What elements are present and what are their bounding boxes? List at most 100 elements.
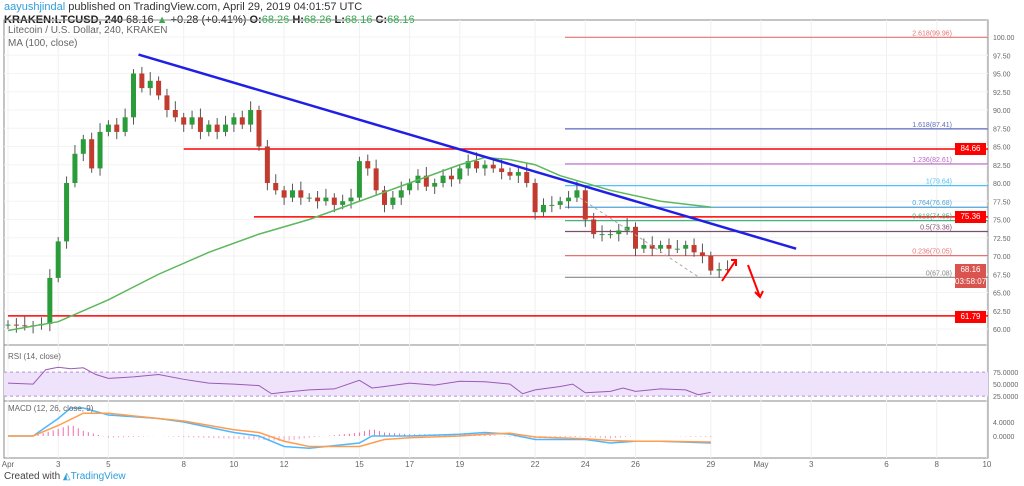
ma-legend[interactable]: MA (100, close) [8,38,78,49]
candle-body [482,164,488,169]
price-tick-label: 97.50 [993,53,1011,60]
price-tick-label: 67.50 [993,272,1011,279]
price-tick-label: 100.00 [993,35,1015,42]
x-tick-label: 15 [355,460,364,469]
x-tick-label: 3 [809,460,814,469]
x-tick-label: 10 [229,460,238,469]
rsi-band [4,372,988,397]
candle-body [649,245,655,249]
candle-body [373,168,379,191]
candle-body [223,124,229,132]
candle-body [549,204,555,206]
candle-body [72,153,78,183]
candle-body [131,73,136,118]
candle-body [691,245,697,253]
x-tick-label: 12 [280,460,289,469]
price-tick-label: 62.50 [993,309,1011,316]
candle-body [331,197,337,205]
price-tick-label: 60.00 [993,327,1011,334]
candle-body [465,161,471,169]
candle-body [13,324,19,326]
x-tick-label: 29 [706,460,715,469]
candle-body [624,226,630,231]
rsi-tick-label: 50.0000 [993,382,1018,389]
candle-body [289,190,295,198]
candle-body [323,197,329,202]
tradingview-link[interactable]: TradingView [70,471,126,482]
macd-tick-label: 4.0000 [993,420,1015,427]
x-tick-label: 10 [982,460,991,469]
x-tick-label: 8 [181,460,186,469]
candle-body [172,110,178,118]
candle-body [557,201,563,205]
candle-body [80,139,86,154]
candle-body [365,161,371,169]
candle-body [616,230,622,235]
author-link[interactable]: aayushjindal [4,1,66,13]
candle-body [356,161,362,198]
candle-body [181,117,187,125]
candle-body [683,245,689,249]
candle-body [197,117,203,132]
created-with: Created with [4,471,61,482]
macd-legend[interactable]: MACD (12, 26, close, 9) [8,404,94,413]
price-tick-label: 75.00 [993,218,1011,225]
x-tick-label: 22 [531,460,540,469]
ma100-line [7,156,711,332]
candle-body [55,241,61,278]
candle-body [674,248,680,250]
candle-body [716,269,722,271]
candle-body [348,197,354,202]
fib-label: 0.5(73.36) [920,224,952,231]
x-tick-label: 26 [631,460,640,469]
price-tick-label: 85.00 [993,145,1011,152]
candle-body [256,110,262,147]
candle-body [206,124,212,132]
candle-body [474,161,480,169]
up-arrow-annotation [721,259,737,282]
candle-body [599,234,605,236]
candle-body [540,204,546,213]
candle-body [407,183,413,191]
fib-label: 0.764(76.68) [912,200,952,207]
candle-body [457,168,463,180]
candle-body [591,219,597,235]
x-tick-label: May [753,460,768,469]
support-tag: 61.79 [955,311,986,323]
tradingview-logo-icon: ◭ [62,471,71,482]
candle-body [448,175,454,180]
fib-label: 0(67.08) [926,270,952,277]
candle-body [47,277,53,324]
fib-label: 2.618(99.96) [912,30,952,37]
candle-body [281,190,287,198]
countdown-tag: 03:58:07 [955,276,987,288]
price-tick-label: 77.50 [993,199,1011,206]
candle-body [490,164,496,169]
price-tick-label: 82.50 [993,163,1011,170]
candle-body [515,172,521,176]
candle-body [264,146,270,183]
footer: Created with ◭TradingView [4,471,126,482]
macd-tick-label: 0.0000 [993,434,1015,441]
candle-body [641,245,647,249]
x-tick-label: 19 [455,460,464,469]
candle-body [315,197,321,202]
rsi-legend[interactable]: RSI (14, close) [8,352,61,361]
candle-body [633,226,638,249]
candle-body [382,190,387,205]
signal-line [8,412,711,448]
candle-body [582,190,588,220]
candle-body [139,73,145,89]
candle-body [574,190,580,198]
price-tick-label: 70.00 [993,254,1011,261]
chart-title: Litecoin / U.S. Dollar, 240, KRAKEN [8,25,168,36]
price-tick-label: 87.50 [993,126,1011,133]
resistance-tag-1: 84.66 [955,143,986,155]
candle-body [164,95,170,110]
candle-body [189,117,195,125]
rsi-line [7,366,711,396]
candle-body [97,131,103,169]
candle-body [725,269,731,271]
x-tick-label: 24 [581,460,590,469]
